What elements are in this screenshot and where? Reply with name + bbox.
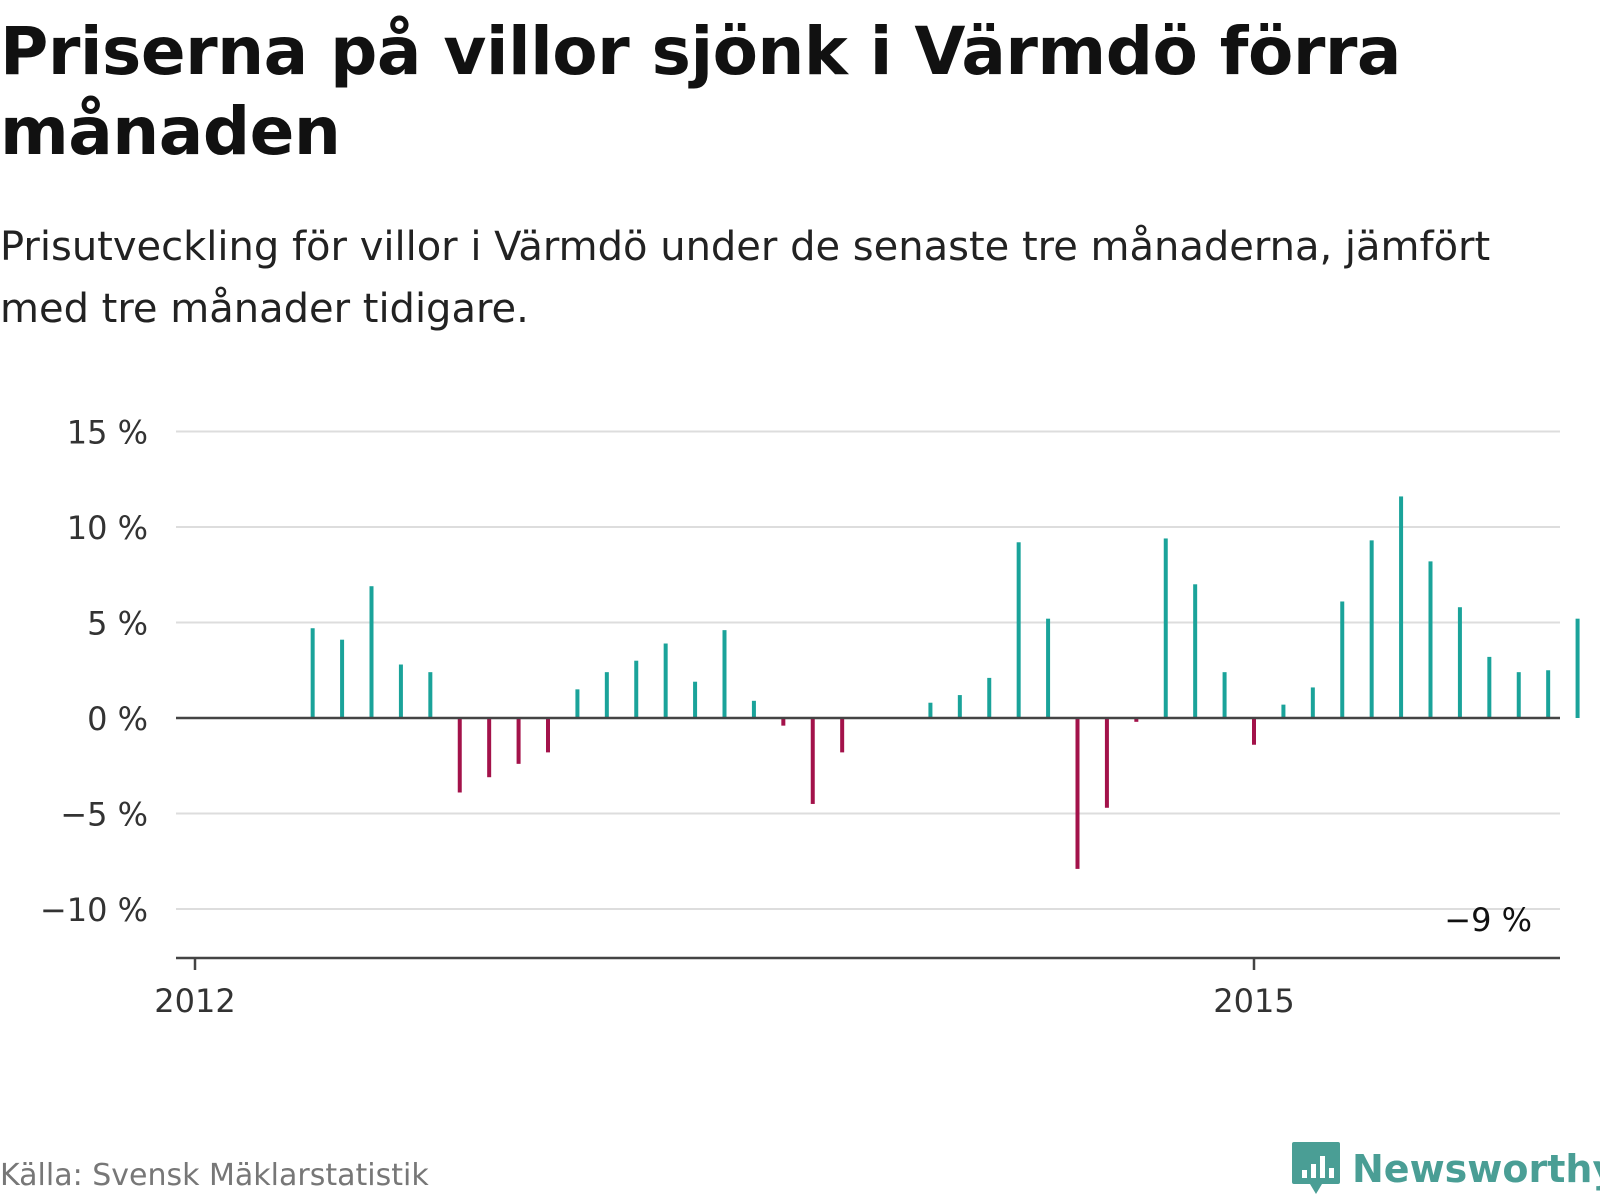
bar: [840, 718, 845, 753]
y-tick-label: 0 %: [87, 700, 148, 738]
bar: [1310, 687, 1315, 718]
bar: [1399, 496, 1404, 718]
y-tick-label: 10 %: [67, 509, 148, 547]
y-tick-label: 15 %: [67, 414, 148, 452]
bar: [310, 628, 315, 718]
bar: [1046, 618, 1051, 718]
brand-logo: Newsworthy: [1290, 1140, 1600, 1198]
bar: [604, 672, 609, 718]
bar: [1369, 540, 1374, 718]
bar: [1104, 718, 1109, 808]
bar: [1516, 672, 1521, 718]
bar: [1222, 672, 1227, 718]
bar: [1428, 561, 1433, 718]
x-tick-label: 2015: [1213, 982, 1294, 1020]
bar: [428, 672, 433, 718]
bar: [1487, 656, 1492, 718]
bar: [810, 718, 815, 804]
bar: [1546, 670, 1551, 718]
bar: [1281, 704, 1286, 718]
bar: [1134, 718, 1139, 722]
brand-name: Newsworthy: [1352, 1147, 1600, 1191]
bar: [1575, 618, 1580, 718]
bar: [957, 695, 962, 718]
bar: [663, 643, 668, 718]
bar: [1163, 538, 1168, 718]
source-note: Källa: Svensk Mäklarstatistik: [0, 1158, 429, 1193]
bar: [781, 718, 786, 726]
bar: [722, 630, 727, 718]
bar: [751, 700, 756, 718]
bar: [1193, 584, 1198, 718]
bar: [575, 689, 580, 718]
x-tick-label: 2012: [154, 982, 235, 1020]
y-tick-label: −10 %: [40, 891, 148, 929]
bar: [1340, 601, 1345, 718]
bar: [987, 677, 992, 718]
bar: [369, 586, 374, 718]
bar: [487, 718, 492, 778]
chart-subtitle: Prisutveckling för villor i Värmdö under…: [0, 224, 1491, 332]
bar: [928, 702, 933, 718]
bar: [546, 718, 550, 753]
bar: [634, 660, 639, 718]
bar: [1016, 542, 1021, 718]
bar: [398, 664, 403, 718]
y-tick-label: −5 %: [60, 796, 148, 834]
bar: [1075, 718, 1080, 869]
bar: [340, 639, 345, 718]
bar: [516, 718, 521, 764]
bar: [1252, 718, 1256, 745]
newsworthy-logo-icon: [1292, 1142, 1340, 1194]
y-tick-label: 5 %: [87, 605, 148, 643]
chart-title: Priserna på villor sjönk i Värmdö förra …: [0, 13, 1401, 170]
bar: [1457, 607, 1462, 718]
bar: [693, 681, 698, 718]
last-value-label: −9 %: [1444, 901, 1532, 939]
bar: [457, 718, 462, 793]
